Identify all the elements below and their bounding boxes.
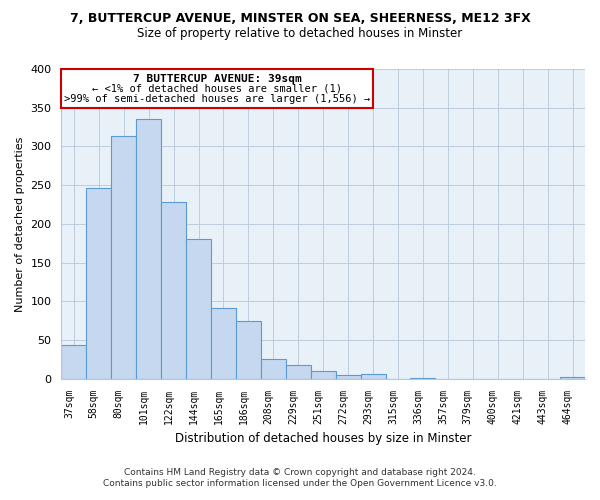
Text: Size of property relative to detached houses in Minster: Size of property relative to detached ho… <box>137 28 463 40</box>
Bar <box>61 346 86 378</box>
Text: ← <1% of detached houses are smaller (1): ← <1% of detached houses are smaller (1) <box>92 84 342 94</box>
Text: Contains HM Land Registry data © Crown copyright and database right 2024.
Contai: Contains HM Land Registry data © Crown c… <box>103 468 497 487</box>
Text: 7 BUTTERCUP AVENUE: 39sqm: 7 BUTTERCUP AVENUE: 39sqm <box>133 74 302 84</box>
Bar <box>86 188 111 378</box>
Bar <box>186 240 211 378</box>
Bar <box>236 320 261 378</box>
Bar <box>211 308 236 378</box>
X-axis label: Distribution of detached houses by size in Minster: Distribution of detached houses by size … <box>175 432 472 445</box>
Bar <box>361 374 386 378</box>
Bar <box>111 136 136 378</box>
Bar <box>560 377 585 378</box>
Bar <box>261 360 286 378</box>
Text: 7, BUTTERCUP AVENUE, MINSTER ON SEA, SHEERNESS, ME12 3FX: 7, BUTTERCUP AVENUE, MINSTER ON SEA, SHE… <box>70 12 530 26</box>
Bar <box>286 365 311 378</box>
FancyBboxPatch shape <box>61 69 373 108</box>
Text: >99% of semi-detached houses are larger (1,556) →: >99% of semi-detached houses are larger … <box>64 94 370 104</box>
Bar <box>335 375 361 378</box>
Bar <box>136 120 161 378</box>
Y-axis label: Number of detached properties: Number of detached properties <box>15 136 25 312</box>
Bar <box>311 371 335 378</box>
Bar <box>161 202 186 378</box>
